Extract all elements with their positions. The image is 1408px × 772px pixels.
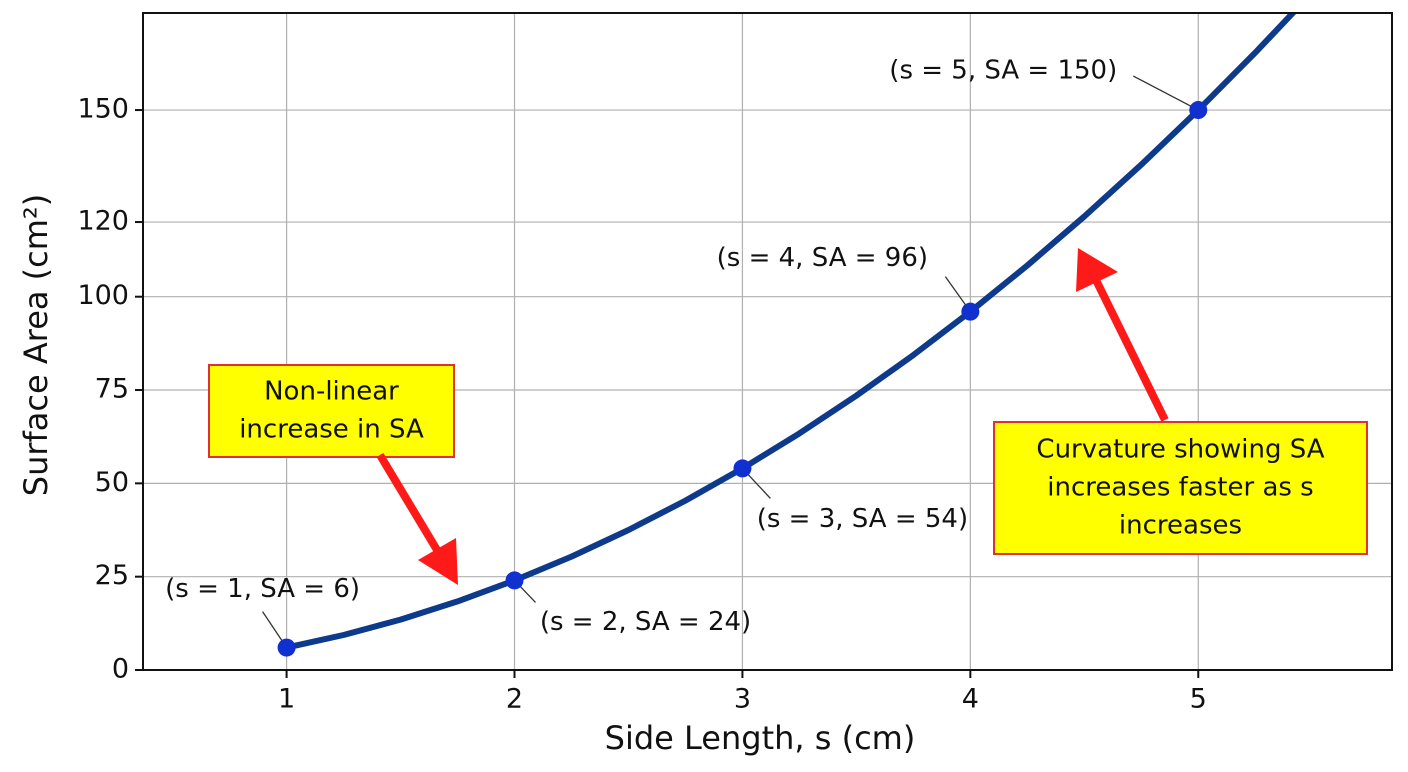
- x-tick-label: 3: [734, 684, 751, 715]
- callout-text: increases faster as s: [1047, 473, 1313, 503]
- arrow-shaft: [1091, 276, 1169, 422]
- point-label: (s = 5, SA = 150): [889, 56, 1117, 86]
- callout-text: Non-linear: [264, 377, 399, 407]
- x-tick-label: 1: [278, 684, 295, 715]
- callout-text: Curvature showing SA: [1036, 435, 1324, 465]
- y-tick-label: 120: [77, 206, 129, 237]
- x-tick-label: 4: [962, 684, 979, 715]
- arrow-head: [1076, 248, 1118, 292]
- x-tick-label: 5: [1190, 684, 1207, 715]
- leader-line: [1132, 75, 1199, 111]
- y-tick-label: 25: [95, 560, 129, 591]
- y-axis-label: Surface Area (cm²): [17, 194, 55, 496]
- callout-text: increase in SA: [239, 415, 424, 445]
- y-tick-label: 100: [77, 280, 129, 311]
- y-tick-label: 0: [112, 654, 129, 685]
- data-point: [733, 459, 752, 478]
- x-tick-label: 2: [506, 684, 523, 715]
- arrow-shaft: [376, 452, 444, 558]
- callout-text: increases: [1119, 511, 1242, 541]
- point-label: (s = 1, SA = 6): [165, 574, 360, 604]
- y-tick-label: 75: [95, 374, 129, 405]
- data-point: [961, 302, 980, 321]
- arrow-head: [418, 538, 458, 585]
- point-label: (s = 3, SA = 54): [757, 504, 968, 534]
- callout-box: [993, 421, 1368, 555]
- data-point: [277, 638, 296, 657]
- curve: [285, 13, 1297, 651]
- y-tick-label: 50: [95, 467, 129, 498]
- point-label: (s = 4, SA = 96): [717, 243, 928, 273]
- data-point: [1189, 101, 1208, 120]
- data-point: [505, 571, 524, 590]
- callout-box: [208, 364, 455, 458]
- plot-frame: [142, 12, 1393, 671]
- point-label: (s = 2, SA = 24): [540, 607, 751, 637]
- x-axis-label: Side Length, s (cm): [605, 719, 916, 757]
- y-tick-label: 150: [77, 94, 129, 125]
